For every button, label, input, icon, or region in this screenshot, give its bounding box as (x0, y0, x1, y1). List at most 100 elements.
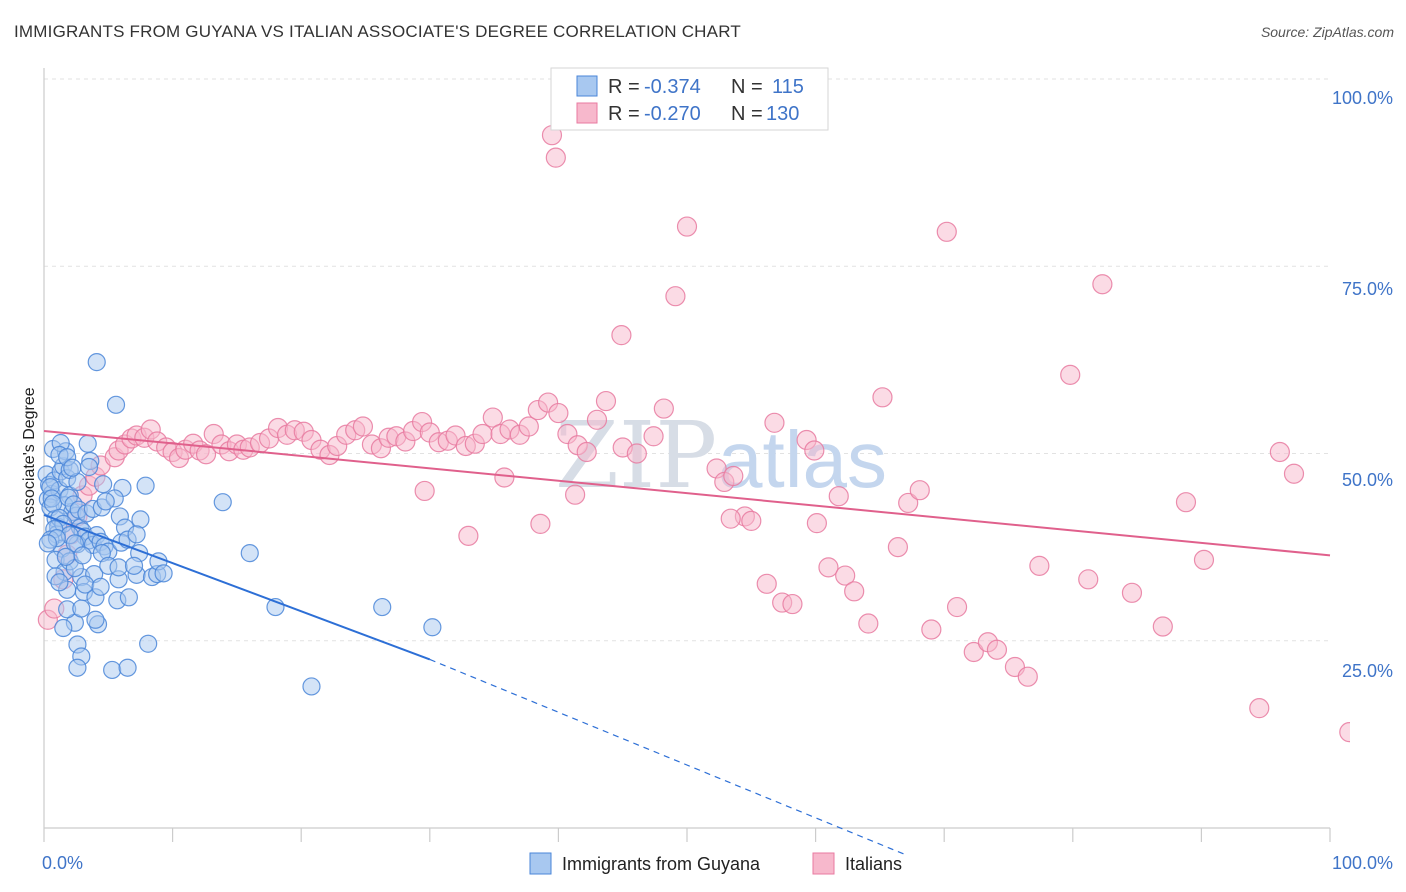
stats-legend: R = -0.374 N = 115 R = -0.270 N = 130 (550, 67, 829, 131)
y-axis-label: Associate's Degree (21, 387, 38, 524)
data-point (63, 458, 82, 477)
data-point (458, 525, 479, 546)
data-point (1269, 441, 1290, 463)
data-point (720, 508, 741, 529)
data-point (72, 599, 91, 618)
data-point (1121, 582, 1143, 603)
data-point (565, 484, 586, 505)
data-point (548, 402, 569, 424)
data-point (909, 480, 930, 501)
legend-n-label: N = (731, 76, 763, 98)
data-point (1193, 549, 1215, 570)
data-point (530, 513, 551, 535)
data-point (653, 398, 674, 419)
data-point (1029, 555, 1050, 576)
guyana-points (37, 353, 442, 696)
data-point (195, 444, 217, 465)
series-legend: Immigrants from Guyana Italians (529, 852, 902, 875)
data-point (963, 641, 984, 663)
data-point (1283, 463, 1305, 484)
legend-r-value-pink: -0.270 (644, 103, 701, 125)
data-point (136, 476, 155, 495)
data-point (54, 618, 73, 638)
data-point (86, 610, 105, 629)
data-point (643, 426, 664, 447)
data-point (1175, 492, 1197, 513)
data-point (302, 677, 321, 696)
trend-line-guyana (43, 513, 431, 661)
data-point (131, 510, 150, 529)
data-point (352, 416, 374, 437)
data-point (154, 564, 173, 583)
data-point (124, 556, 144, 575)
data-point (1249, 698, 1270, 719)
data-point (91, 577, 110, 596)
watermark-atlas: atlas (718, 415, 887, 504)
data-point (595, 390, 617, 412)
legend-n-value-pink: 130 (766, 103, 799, 125)
data-point (518, 416, 539, 437)
data-point (782, 593, 803, 615)
data-point (844, 581, 865, 602)
data-point (119, 588, 138, 607)
legend-label-italians: Italians (845, 854, 902, 874)
data-point (109, 558, 128, 577)
data-point (106, 395, 126, 414)
data-point (756, 573, 777, 594)
grid-lines (44, 78, 1330, 642)
data-point (1060, 364, 1081, 385)
chart-title: IMMIGRANTS FROM GUYANA VS ITALIAN ASSOCI… (14, 22, 741, 41)
legend-n-value-blue: 115 (772, 76, 804, 98)
data-point (898, 492, 919, 514)
data-point (1152, 616, 1173, 637)
data-point (828, 486, 849, 507)
data-point (818, 557, 839, 578)
data-point (38, 534, 57, 553)
data-point (414, 480, 435, 502)
data-point (50, 573, 69, 592)
legend-swatch-italians (812, 852, 835, 875)
data-point (858, 613, 879, 634)
trend-lines (43, 430, 1331, 855)
legend-swatch-blue (576, 75, 598, 97)
data-point (472, 423, 493, 445)
data-point (423, 618, 442, 637)
legend-r-label: R = (608, 76, 640, 98)
data-point (1078, 569, 1099, 590)
data-point (94, 475, 113, 494)
trend-line-guyana-extension (429, 658, 905, 855)
legend-r-label: R = (608, 103, 640, 125)
legend-label-guyana: Immigrants from Guyana (562, 854, 761, 874)
legend-n-label: N = (731, 103, 763, 125)
data-point (676, 216, 698, 237)
y-tick-label: 50.0% (1342, 470, 1393, 490)
y-tick-label: 75.0% (1342, 279, 1393, 299)
x-tick-label-min: 0.0% (42, 853, 83, 873)
data-point (494, 467, 515, 488)
data-point (723, 465, 744, 487)
data-point (79, 457, 99, 477)
data-point (87, 353, 106, 372)
legend-r-value-blue: -0.374 (644, 76, 701, 98)
x-tick-label-max: 100.0% (1332, 853, 1393, 873)
data-point (887, 537, 909, 558)
data-point (139, 634, 158, 653)
legend-swatch-guyana (529, 852, 552, 875)
data-point (1092, 274, 1113, 295)
x-axis-ticks (43, 828, 1331, 842)
data-point (213, 493, 232, 512)
data-point (482, 407, 503, 428)
italians-points (37, 125, 1350, 743)
data-point (741, 510, 762, 532)
legend-swatch-pink (576, 102, 598, 124)
data-point (806, 513, 827, 534)
data-point (103, 660, 122, 680)
data-point (665, 286, 686, 307)
data-point (611, 325, 632, 346)
data-point (921, 619, 942, 640)
data-point (56, 547, 75, 566)
data-point (872, 387, 893, 408)
data-point (68, 658, 87, 677)
data-point (764, 412, 785, 433)
data-point (96, 492, 115, 511)
